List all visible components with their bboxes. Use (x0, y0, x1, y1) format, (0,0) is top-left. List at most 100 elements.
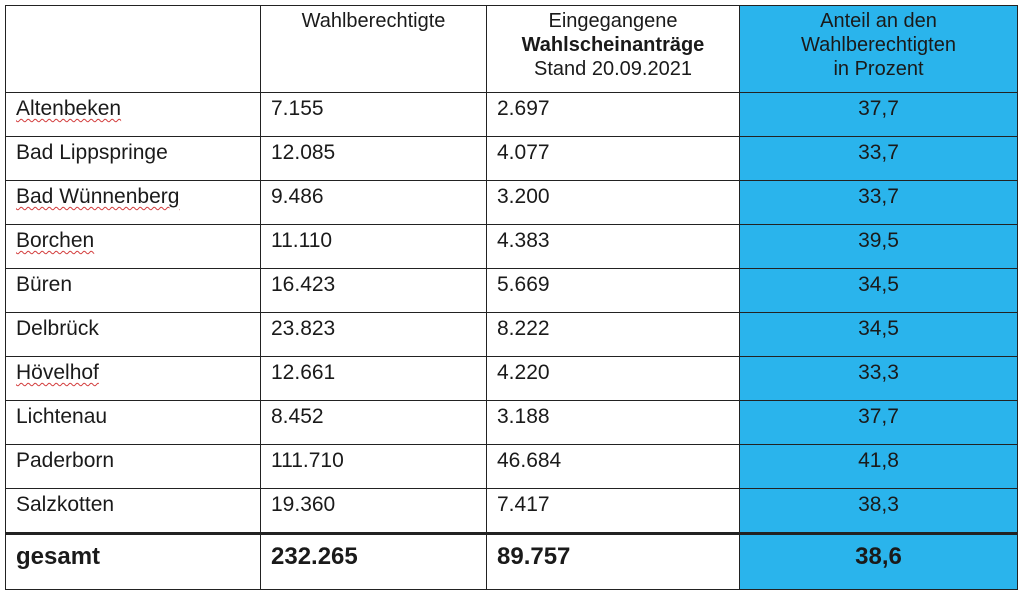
share-percent-cell-text: 39,5 (858, 229, 899, 252)
header-share-percent: Anteil an den Wahlberechtigten in Prozen… (739, 5, 1018, 93)
municipality-cell: Büren (5, 268, 261, 313)
eligible-voters-cell: 19.360 (260, 488, 487, 535)
table-body: Altenbeken 7.155 2.697 37,7 Bad Lippspringe 1… (5, 92, 1018, 590)
eligible-voters-cell: 7.155 (260, 92, 487, 137)
header-share-line-2: Wahlberechtigten (801, 34, 956, 56)
eligible-voters-cell-text: 11.110 (271, 229, 333, 252)
municipality-cell-text: Borchen (16, 229, 95, 252)
municipality-cell-text: Lichtenau (16, 405, 108, 428)
total-share-cell: 38,6 (739, 533, 1018, 590)
header-applications: Eingegangene Wahlscheinanträge Stand 20.… (486, 5, 740, 93)
header-applications-line-3: Stand 20.09.2021 (534, 58, 692, 80)
share-percent-cell-text: 34,5 (858, 317, 899, 340)
eligible-voters-cell-text: 111.710 (271, 449, 344, 472)
total-row: gesamt 232.265 89.757 38,6 (5, 533, 1018, 590)
share-percent-cell-text: 33,7 (858, 185, 899, 208)
eligible-voters-cell-text: 9.486 (271, 185, 324, 208)
eligible-voters-cell-text: 12.085 (271, 141, 336, 164)
eligible-voters-cell-text: 12.661 (271, 361, 336, 384)
applications-cell: 8.222 (486, 312, 740, 357)
table-row: Hövelhof 12.661 4.220 33,3 (5, 356, 1018, 401)
applications-cell: 3.200 (486, 180, 740, 225)
applications-cell-text: 46.684 (497, 449, 562, 472)
table-row: Delbrück 23.823 8.222 34,5 (5, 312, 1018, 357)
table-row: Bad Lippspringe 12.085 4.077 33,7 (5, 136, 1018, 181)
applications-cell: 4.383 (486, 224, 740, 269)
share-percent-cell: 37,7 (739, 400, 1018, 445)
applications-cell: 5.669 (486, 268, 740, 313)
municipality-cell: Bad Wünnenberg (5, 180, 261, 225)
eligible-voters-cell-text: 23.823 (271, 317, 336, 340)
municipality-cell: Hövelhof (5, 356, 261, 401)
applications-cell: 4.220 (486, 356, 740, 401)
municipality-cell-text: Bad Wünnenberg (16, 185, 180, 208)
applications-cell-text: 7.417 (497, 493, 550, 516)
share-percent-cell-text: 37,7 (858, 405, 899, 428)
total-eligible-cell-text: 232.265 (271, 543, 358, 570)
applications-cell-text: 4.077 (497, 141, 550, 164)
applications-cell-text: 8.222 (497, 317, 550, 340)
header-municipality (5, 5, 261, 93)
eligible-voters-cell: 11.110 (260, 224, 487, 269)
share-percent-cell-text: 38,3 (858, 493, 899, 516)
municipality-cell: Paderborn (5, 444, 261, 489)
total-label-cell-text: gesamt (16, 543, 101, 570)
applications-cell-text: 3.188 (497, 405, 550, 428)
document-frame: Wahlberechtigte Eingegangene Wahlscheina… (5, 5, 1019, 590)
share-percent-cell: 34,5 (739, 268, 1018, 313)
applications-cell-text: 4.220 (497, 361, 550, 384)
municipality-cell-text: Bad Lippspringe (16, 141, 168, 164)
applications-cell: 4.077 (486, 136, 740, 181)
eligible-voters-cell-text: 7.155 (271, 97, 324, 120)
table-row: Büren 16.423 5.669 34,5 (5, 268, 1018, 313)
applications-cell-text: 2.697 (497, 97, 550, 120)
share-percent-cell-text: 34,5 (858, 273, 899, 296)
total-share-cell-text: 38,6 (855, 543, 902, 570)
eligible-voters-cell: 23.823 (260, 312, 487, 357)
share-percent-cell: 34,5 (739, 312, 1018, 357)
header-share-line-3: in Prozent (833, 58, 924, 80)
municipality-cell-text: Hövelhof (16, 361, 99, 384)
table-row: Salzkotten 19.360 7.417 38,3 (5, 488, 1018, 535)
election-applications-table: Wahlberechtigte Eingegangene Wahlscheina… (5, 5, 1018, 590)
total-eligible-cell: 232.265 (260, 533, 487, 590)
eligible-voters-cell-text: 19.360 (271, 493, 336, 516)
eligible-voters-cell: 12.661 (260, 356, 487, 401)
share-percent-cell-text: 33,3 (858, 361, 899, 384)
applications-cell-text: 3.200 (497, 185, 550, 208)
eligible-voters-cell-text: 16.423 (271, 273, 336, 296)
table-row: Altenbeken 7.155 2.697 37,7 (5, 92, 1018, 137)
header-row: Wahlberechtigte Eingegangene Wahlscheina… (5, 5, 1018, 93)
applications-cell-text: 5.669 (497, 273, 550, 296)
header-eligible-voters: Wahlberechtigte (260, 5, 487, 93)
table-row: Paderborn 111.710 46.684 41,8 (5, 444, 1018, 489)
share-percent-cell: 39,5 (739, 224, 1018, 269)
applications-cell-text: 4.383 (497, 229, 550, 252)
municipality-cell-text: Delbrück (16, 317, 99, 340)
table-row: Bad Wünnenberg 9.486 3.200 33,7 (5, 180, 1018, 225)
municipality-cell-text: Paderborn (16, 449, 115, 472)
header-share-line-1: Anteil an den (820, 10, 937, 32)
share-percent-cell: 33,7 (739, 136, 1018, 181)
header-applications-line-2: Wahlscheinanträge (521, 34, 705, 56)
table-row: Borchen 11.110 4.383 39,5 (5, 224, 1018, 269)
municipality-cell-text: Büren (16, 273, 73, 296)
eligible-voters-cell: 111.710 (260, 444, 487, 489)
municipality-cell-text: Altenbeken (16, 97, 122, 120)
table-row: Lichtenau 8.452 3.188 37,7 (5, 400, 1018, 445)
applications-cell: 7.417 (486, 488, 740, 535)
municipality-cell: Altenbeken (5, 92, 261, 137)
share-percent-cell: 38,3 (739, 488, 1018, 535)
total-label-cell: gesamt (5, 533, 261, 590)
eligible-voters-cell-text: 8.452 (271, 405, 324, 428)
municipality-cell: Bad Lippspringe (5, 136, 261, 181)
municipality-cell: Delbrück (5, 312, 261, 357)
eligible-voters-cell: 9.486 (260, 180, 487, 225)
share-percent-cell-text: 33,7 (858, 141, 899, 164)
applications-cell: 2.697 (486, 92, 740, 137)
header-eligible-line-1: Wahlberechtigte (301, 10, 446, 32)
share-percent-cell-text: 41,8 (858, 449, 899, 472)
applications-cell: 46.684 (486, 444, 740, 489)
municipality-cell-text: Salzkotten (16, 493, 115, 516)
header-applications-line-1: Eingegangene (548, 10, 678, 32)
